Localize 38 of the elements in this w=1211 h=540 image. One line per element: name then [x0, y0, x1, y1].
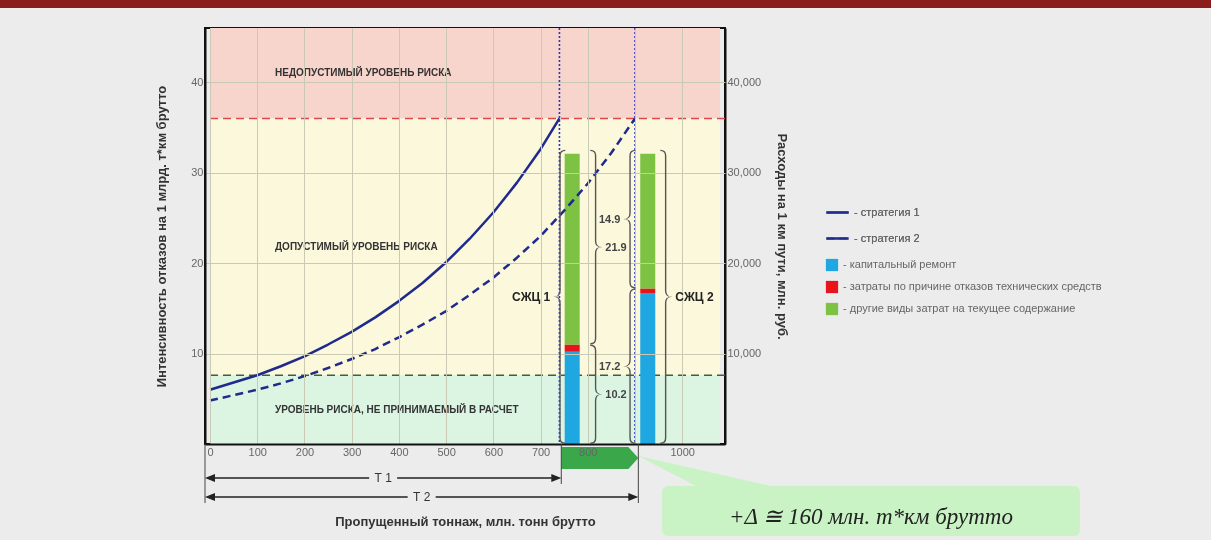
text: Т 1	[374, 471, 393, 485]
legend-label: - капитальный ремонт	[843, 258, 957, 270]
y2-tick-label: 10,000	[727, 347, 762, 360]
x-tick-label: 300	[342, 445, 362, 458]
y-tick-label: 40	[191, 75, 204, 88]
annotation: 17.2	[598, 360, 621, 373]
band-label: НЕДОПУСТИМЫЙ УРОВЕНЬ РИСКА	[275, 66, 452, 79]
x-axis-title: Пропущенный тоннаж, млн. тонн брутто	[335, 513, 596, 529]
legend-label: - затраты по причине отказов технических средств	[843, 280, 1102, 292]
y-tick-label: 20	[191, 256, 204, 269]
legend-label: - другие виды затрат на текущее содержание	[843, 302, 1076, 314]
x-tick-label: 100	[248, 445, 267, 458]
y2-tick-label: 40,000	[727, 75, 762, 88]
legend-label: - стратегия 2	[854, 231, 920, 244]
y-tick-label: 30	[191, 166, 204, 179]
x-tick-label: 1000	[670, 445, 695, 458]
x-tick-label: 200	[295, 445, 315, 458]
x-tick-label: 0	[207, 445, 214, 458]
y2-axis-title: Расходы на 1 км пути, млн. руб.	[775, 133, 791, 340]
y2-tick-label: 20,000	[727, 256, 762, 269]
x-tick-label: 700	[531, 445, 551, 458]
y2-tick-label: 30,000	[727, 166, 762, 179]
x-tick-label: 600	[484, 445, 504, 458]
annotation: 21.9	[605, 241, 627, 254]
x-tick-label: 800	[579, 445, 598, 458]
x-tick-label: 400	[390, 445, 409, 458]
text: +Δ ≅ 160 млн. т*км брутто	[729, 504, 1013, 529]
band-label: УРОВЕНЬ РИСКА, НЕ ПРИНИМАЕМЫЙ В РАСЧЕТ	[275, 402, 519, 415]
annotation: СЖЦ 1	[512, 289, 551, 304]
legend-label: - стратегия 1	[854, 205, 920, 218]
y-tick-label: 10	[191, 347, 204, 360]
y-axis-title: Интенсивность отказов на 1 млрд. т*км брутто	[154, 85, 170, 388]
text: Т 2	[412, 490, 431, 504]
annotation: 10.2	[605, 388, 627, 401]
annotation: 14.9	[598, 213, 621, 226]
band-label: ДОПУСТИМЫЙ УРОВЕНЬ РИСКА	[275, 239, 438, 252]
annotation: СЖЦ 2	[675, 289, 714, 304]
x-tick-label: 500	[437, 445, 456, 458]
